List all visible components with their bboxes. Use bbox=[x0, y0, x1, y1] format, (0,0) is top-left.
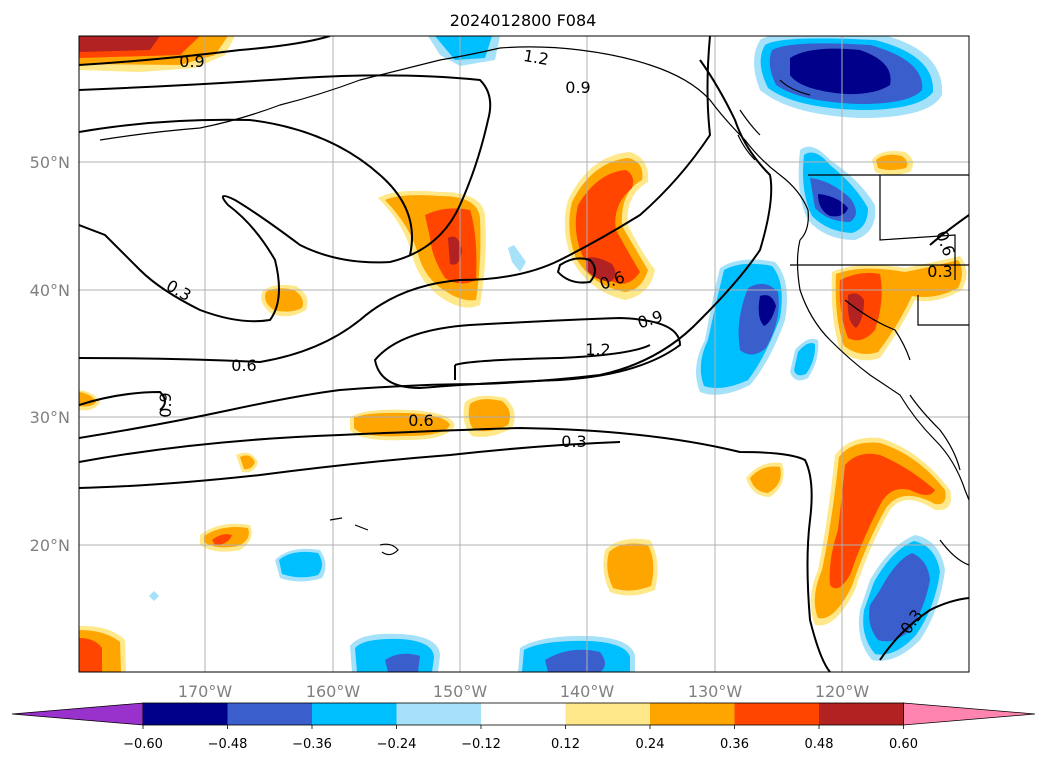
colorbar-segment bbox=[734, 703, 819, 725]
colorbar-tick-label: 0.24 bbox=[636, 737, 665, 752]
lon-label-150w: 150°W bbox=[433, 682, 488, 701]
lon-label-170w: 170°W bbox=[178, 682, 233, 701]
lat-label-30n: 30°N bbox=[30, 408, 70, 427]
map-title: 2024012800 F084 bbox=[450, 11, 597, 30]
contour-label: 0.3 bbox=[561, 432, 586, 451]
contour-label: 0.3 bbox=[927, 262, 952, 281]
map-area: 0.9 1.2 0.9 0.3 0.6 0.6 0.9 0.6 1.2 0.9 … bbox=[79, 36, 969, 672]
colorbar-segment bbox=[481, 703, 566, 725]
colorbar-tick-label: −0.48 bbox=[208, 737, 248, 752]
latitude-labels: 50°N 40°N 30°N 20°N bbox=[30, 153, 70, 555]
graticule bbox=[79, 36, 969, 672]
colorbar-segment bbox=[650, 703, 735, 725]
contour-label: 0.9 bbox=[179, 52, 204, 71]
longitude-labels: 170°W 160°W 150°W 140°W 130°W 120°W bbox=[178, 682, 870, 701]
map-frame bbox=[78, 35, 970, 673]
colorbar-tick-label: 0.12 bbox=[551, 737, 580, 752]
colorbar-segment bbox=[819, 703, 904, 725]
colorbar-tick-label: −0.24 bbox=[377, 737, 417, 752]
colorbar-max-extension bbox=[903, 702, 1036, 726]
colorbar-tick-label: −0.60 bbox=[123, 737, 163, 752]
lon-label-130w: 130°W bbox=[688, 682, 743, 701]
shaded-anomalies bbox=[79, 36, 967, 672]
colorbar-segment bbox=[396, 703, 481, 725]
lat-label-50n: 50°N bbox=[30, 153, 70, 172]
contour-label: 0.9 bbox=[156, 392, 175, 417]
colorbar-segment bbox=[143, 703, 228, 725]
lon-label-120w: 120°W bbox=[815, 682, 870, 701]
colorbar-segment bbox=[312, 703, 397, 725]
colorbar-segment bbox=[227, 703, 312, 725]
contour-label: 0.6 bbox=[408, 411, 433, 430]
colorbar-tick-label: −0.12 bbox=[461, 737, 501, 752]
colorbar-tick-label: −0.36 bbox=[292, 737, 332, 752]
colorbar-tick-label: 0.36 bbox=[720, 737, 749, 752]
contour-label: 1.2 bbox=[585, 340, 610, 359]
colorbar-tick-label: 0.48 bbox=[805, 737, 834, 752]
contour-label: 0.6 bbox=[231, 356, 256, 375]
lon-label-140w: 140°W bbox=[560, 682, 615, 701]
coastlines bbox=[99, 46, 969, 566]
colorbar-min-extension bbox=[11, 702, 144, 726]
contour-label: 1.2 bbox=[522, 46, 550, 69]
contour-lines bbox=[79, 36, 969, 672]
lat-label-40n: 40°N bbox=[30, 281, 70, 300]
colorbar: −0.60 −0.48 −0.36 −0.24 −0.12 0.12 0.24 … bbox=[11, 702, 1036, 752]
contour-label: 0.9 bbox=[565, 78, 590, 97]
colorbar-segment bbox=[565, 703, 650, 725]
lat-label-20n: 20°N bbox=[30, 536, 70, 555]
lon-label-160w: 160°W bbox=[306, 682, 361, 701]
colorbar-tick-label: 0.60 bbox=[889, 737, 918, 752]
